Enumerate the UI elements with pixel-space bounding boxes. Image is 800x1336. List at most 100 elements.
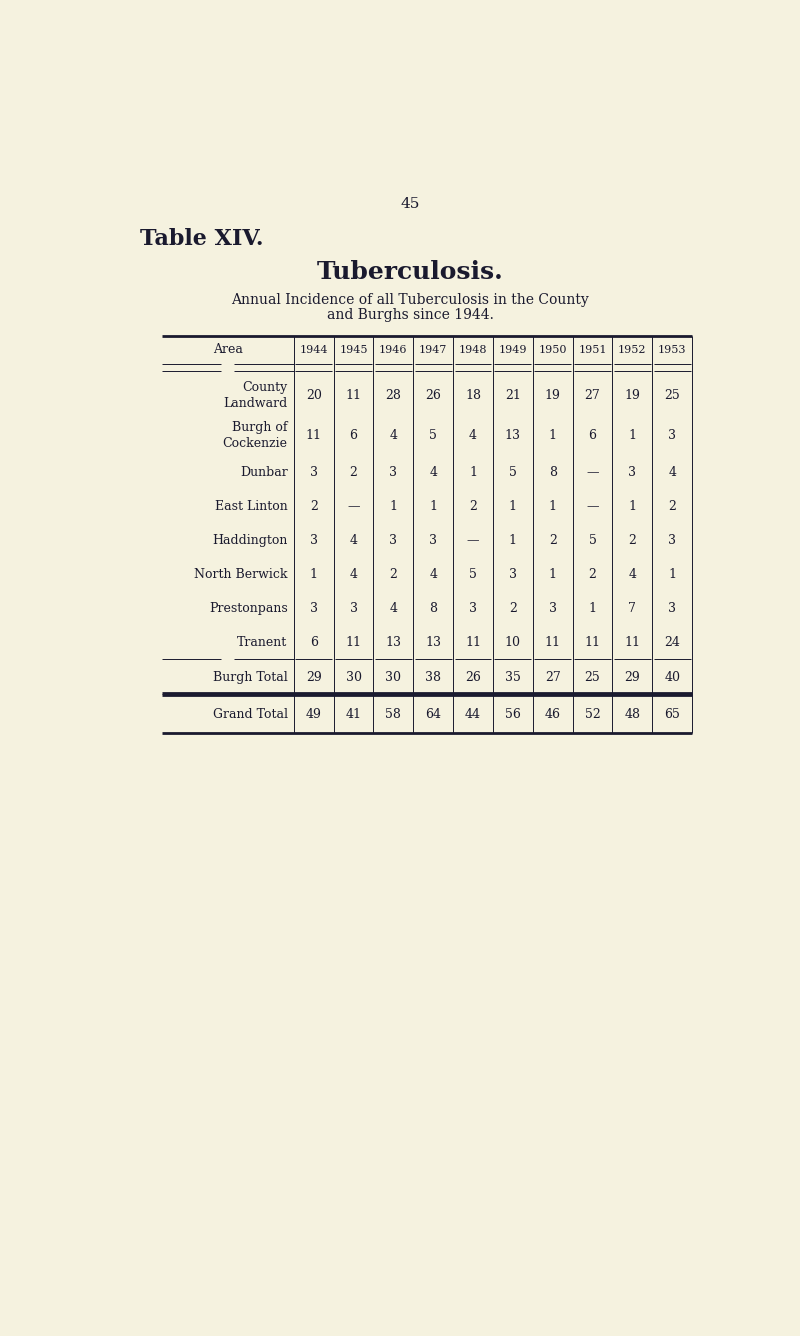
Text: 2: 2 [390,568,398,581]
Text: 2: 2 [469,500,477,513]
Text: 5: 5 [469,568,477,581]
Text: 44: 44 [465,708,481,721]
Text: 30: 30 [386,671,402,684]
Text: 11: 11 [624,636,640,649]
Text: 8: 8 [429,603,437,615]
Text: Dunbar: Dunbar [240,466,287,480]
Text: 4: 4 [668,466,676,480]
Text: 2: 2 [350,466,358,480]
Text: 38: 38 [425,671,441,684]
Text: 46: 46 [545,708,561,721]
Text: County
Landward: County Landward [223,382,287,410]
Text: 48: 48 [624,708,640,721]
Text: 1947: 1947 [419,345,447,355]
Text: 6: 6 [350,429,358,442]
Text: 2: 2 [629,534,636,548]
Text: —: — [466,534,479,548]
Text: 4: 4 [350,534,358,548]
Text: 29: 29 [625,671,640,684]
Text: 4: 4 [429,568,437,581]
Text: 10: 10 [505,636,521,649]
Text: 5: 5 [509,466,517,480]
Text: 2: 2 [549,534,557,548]
Text: and Burghs since 1944.: and Burghs since 1944. [326,309,494,322]
Text: 1: 1 [509,500,517,513]
Text: 3: 3 [310,603,318,615]
Text: 26: 26 [465,671,481,684]
Text: 18: 18 [465,389,481,402]
Text: 21: 21 [505,389,521,402]
Text: 27: 27 [545,671,561,684]
Text: Area: Area [213,343,243,357]
Text: 1: 1 [549,568,557,581]
Text: 1951: 1951 [578,345,606,355]
Text: 3: 3 [429,534,437,548]
Text: 2: 2 [509,603,517,615]
Text: 1949: 1949 [498,345,527,355]
Text: 19: 19 [625,389,640,402]
Text: 25: 25 [664,389,680,402]
Text: 1: 1 [549,500,557,513]
Text: 1: 1 [628,500,636,513]
Text: Tranent: Tranent [238,636,287,649]
Text: 1: 1 [469,466,477,480]
Text: Tuberculosis.: Tuberculosis. [317,261,503,285]
Text: East Linton: East Linton [214,500,287,513]
Text: 6: 6 [310,636,318,649]
Text: 1: 1 [549,429,557,442]
Text: 1950: 1950 [538,345,567,355]
Text: 3: 3 [469,603,477,615]
Text: 13: 13 [386,636,402,649]
Text: 1: 1 [509,534,517,548]
Text: 13: 13 [505,429,521,442]
Text: 8: 8 [549,466,557,480]
Text: Prestonpans: Prestonpans [209,603,287,615]
Text: 4: 4 [390,429,398,442]
Text: 1: 1 [589,603,597,615]
Text: 26: 26 [426,389,441,402]
Text: 1: 1 [390,500,398,513]
Text: Table XIV.: Table XIV. [140,228,264,250]
Text: Haddington: Haddington [212,534,287,548]
Text: 5: 5 [589,534,597,548]
Text: 3: 3 [350,603,358,615]
Text: 4: 4 [390,603,398,615]
Text: 4: 4 [628,568,636,581]
Text: 28: 28 [386,389,402,402]
Text: 1: 1 [668,568,676,581]
Text: 3: 3 [509,568,517,581]
Text: 11: 11 [545,636,561,649]
Text: —: — [347,500,360,513]
Text: 64: 64 [425,708,441,721]
Text: 65: 65 [664,708,680,721]
Text: —: — [586,466,598,480]
Text: 3: 3 [668,603,676,615]
Text: Annual Incidence of all Tuberculosis in the County: Annual Incidence of all Tuberculosis in … [231,293,589,307]
Text: 13: 13 [425,636,441,649]
Text: 1: 1 [429,500,437,513]
Text: 3: 3 [310,466,318,480]
Text: 1948: 1948 [458,345,487,355]
Text: 27: 27 [585,389,600,402]
Text: 2: 2 [589,568,597,581]
Text: 1946: 1946 [379,345,407,355]
Text: 1953: 1953 [658,345,686,355]
Text: 3: 3 [668,429,676,442]
Text: 25: 25 [585,671,600,684]
Text: Grand Total: Grand Total [213,708,287,721]
Text: 30: 30 [346,671,362,684]
Text: 19: 19 [545,389,561,402]
Text: 1: 1 [310,568,318,581]
Text: 35: 35 [505,671,521,684]
Text: 3: 3 [628,466,636,480]
Text: North Berwick: North Berwick [194,568,287,581]
Text: 3: 3 [390,466,398,480]
Text: 4: 4 [350,568,358,581]
Text: 6: 6 [589,429,597,442]
Text: 5: 5 [430,429,437,442]
Text: 3: 3 [668,534,676,548]
Text: 49: 49 [306,708,322,721]
Text: 45: 45 [400,198,420,211]
Text: 1944: 1944 [299,345,328,355]
Text: 1: 1 [628,429,636,442]
